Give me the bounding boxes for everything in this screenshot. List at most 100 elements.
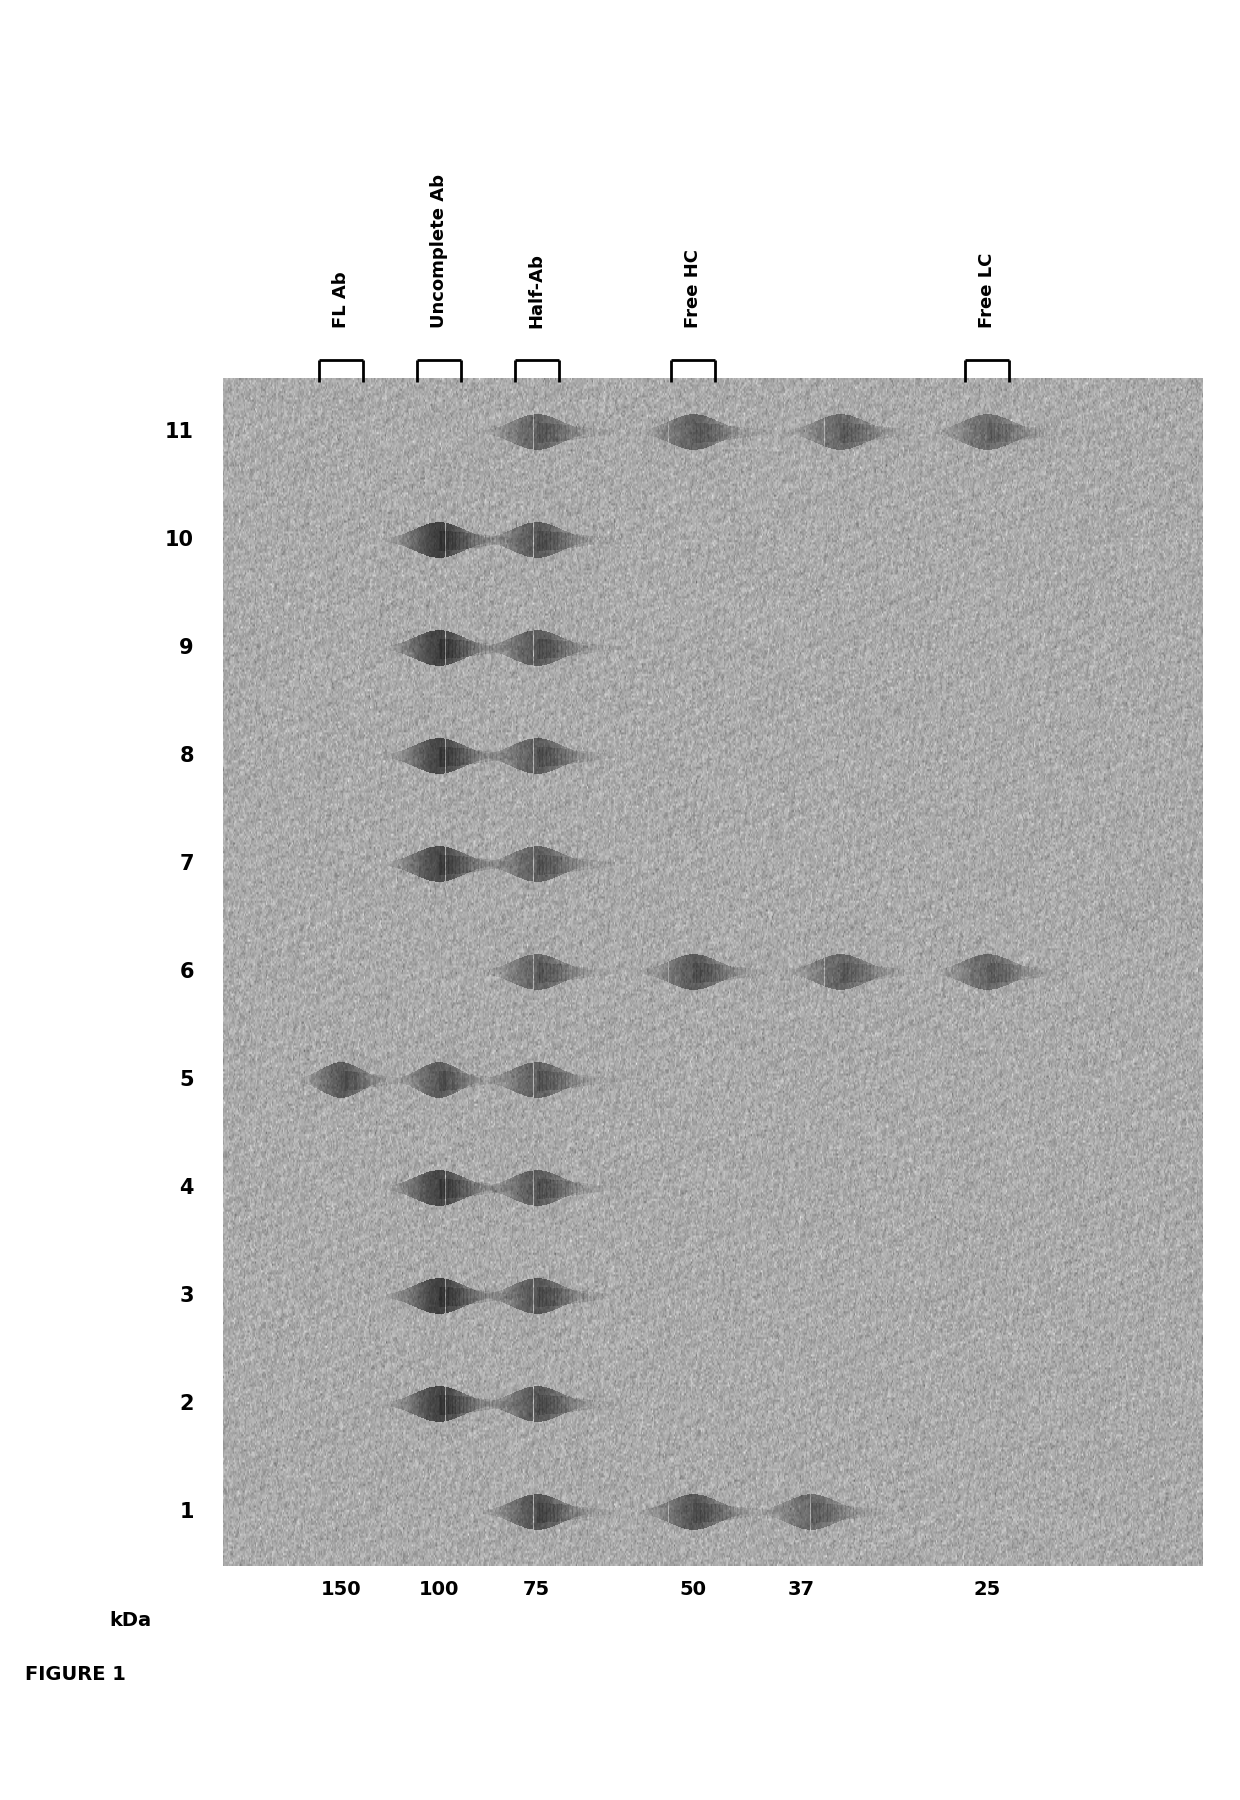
Bar	[552, 1071, 553, 1091]
Bar	[512, 1186, 515, 1190]
Bar	[469, 857, 471, 873]
Bar	[694, 423, 697, 443]
Bar	[480, 1183, 481, 1195]
Bar	[463, 1289, 464, 1305]
Bar	[851, 1507, 852, 1519]
Bar	[708, 963, 711, 983]
Bar	[578, 859, 579, 871]
Bar	[615, 1186, 616, 1190]
Bar	[557, 1181, 559, 1197]
Bar	[556, 1181, 558, 1197]
Bar	[467, 749, 469, 765]
Bar	[583, 859, 585, 869]
Bar	[610, 1510, 613, 1514]
Bar	[591, 536, 593, 545]
Bar	[599, 968, 600, 976]
Text: 75: 75	[523, 1580, 551, 1600]
Bar	[609, 862, 611, 866]
Bar	[724, 965, 725, 981]
Bar	[1068, 970, 1070, 974]
Bar	[858, 1507, 859, 1517]
Bar	[1022, 425, 1023, 439]
Bar	[498, 644, 501, 652]
Bar	[567, 1181, 569, 1197]
Bar	[492, 1076, 494, 1084]
Bar	[515, 1294, 516, 1298]
Bar	[1003, 963, 1006, 983]
Bar	[570, 533, 573, 547]
Bar	[578, 967, 579, 979]
Bar	[480, 535, 481, 547]
Bar	[508, 1186, 511, 1192]
Bar	[551, 423, 552, 443]
Bar	[544, 1287, 547, 1307]
Bar	[582, 1507, 584, 1517]
Bar	[351, 1071, 352, 1091]
Bar	[606, 1294, 609, 1300]
Bar	[904, 968, 905, 976]
Bar	[1027, 967, 1029, 979]
Bar	[724, 1505, 725, 1521]
Bar	[768, 1510, 769, 1514]
Bar	[491, 1292, 492, 1301]
Bar	[549, 1287, 551, 1307]
Bar	[464, 1397, 465, 1413]
Bar	[556, 1289, 558, 1305]
Bar	[368, 1073, 371, 1087]
Bar	[548, 1071, 549, 1091]
Bar	[569, 641, 572, 655]
Bar	[841, 1505, 843, 1521]
Bar	[391, 1076, 392, 1084]
Bar	[510, 754, 512, 760]
Bar	[898, 968, 900, 976]
Bar	[618, 646, 619, 650]
Bar	[883, 967, 884, 979]
Bar	[503, 1292, 505, 1300]
Bar	[899, 428, 901, 436]
Bar	[563, 857, 564, 873]
Bar	[1066, 430, 1069, 434]
Bar	[578, 535, 579, 547]
Bar	[1055, 970, 1058, 976]
Bar	[549, 855, 551, 875]
Bar	[465, 1397, 466, 1413]
Bar	[601, 644, 603, 652]
Bar	[728, 1505, 729, 1519]
Bar	[728, 425, 729, 439]
Bar	[608, 754, 610, 760]
Bar	[859, 1507, 861, 1517]
Bar	[548, 855, 549, 875]
Bar	[496, 536, 498, 544]
Bar	[591, 1184, 593, 1193]
Bar	[508, 754, 511, 760]
Bar	[477, 859, 479, 871]
Bar	[445, 1071, 446, 1091]
Bar	[861, 425, 863, 441]
Bar	[613, 754, 614, 758]
Bar	[458, 1181, 460, 1197]
Bar	[582, 643, 584, 653]
Bar	[560, 1397, 562, 1413]
Bar	[479, 643, 480, 655]
Bar	[582, 1291, 584, 1301]
Bar	[440, 639, 441, 659]
Bar	[605, 1294, 606, 1300]
Bar	[492, 1184, 494, 1193]
Text: 100: 100	[419, 1580, 459, 1600]
Bar	[588, 1508, 589, 1517]
Bar	[1033, 427, 1034, 437]
Bar	[539, 1179, 541, 1199]
Bar	[465, 1181, 466, 1197]
Bar	[455, 855, 458, 875]
Bar	[748, 968, 750, 977]
Bar	[613, 970, 614, 974]
Bar	[734, 427, 737, 439]
Bar	[542, 1179, 544, 1199]
Bar	[563, 965, 564, 981]
Bar	[450, 855, 451, 875]
Bar	[538, 1179, 539, 1199]
Bar	[439, 1179, 440, 1199]
Bar	[444, 1179, 446, 1199]
Bar	[880, 1510, 883, 1516]
Bar	[518, 754, 520, 758]
